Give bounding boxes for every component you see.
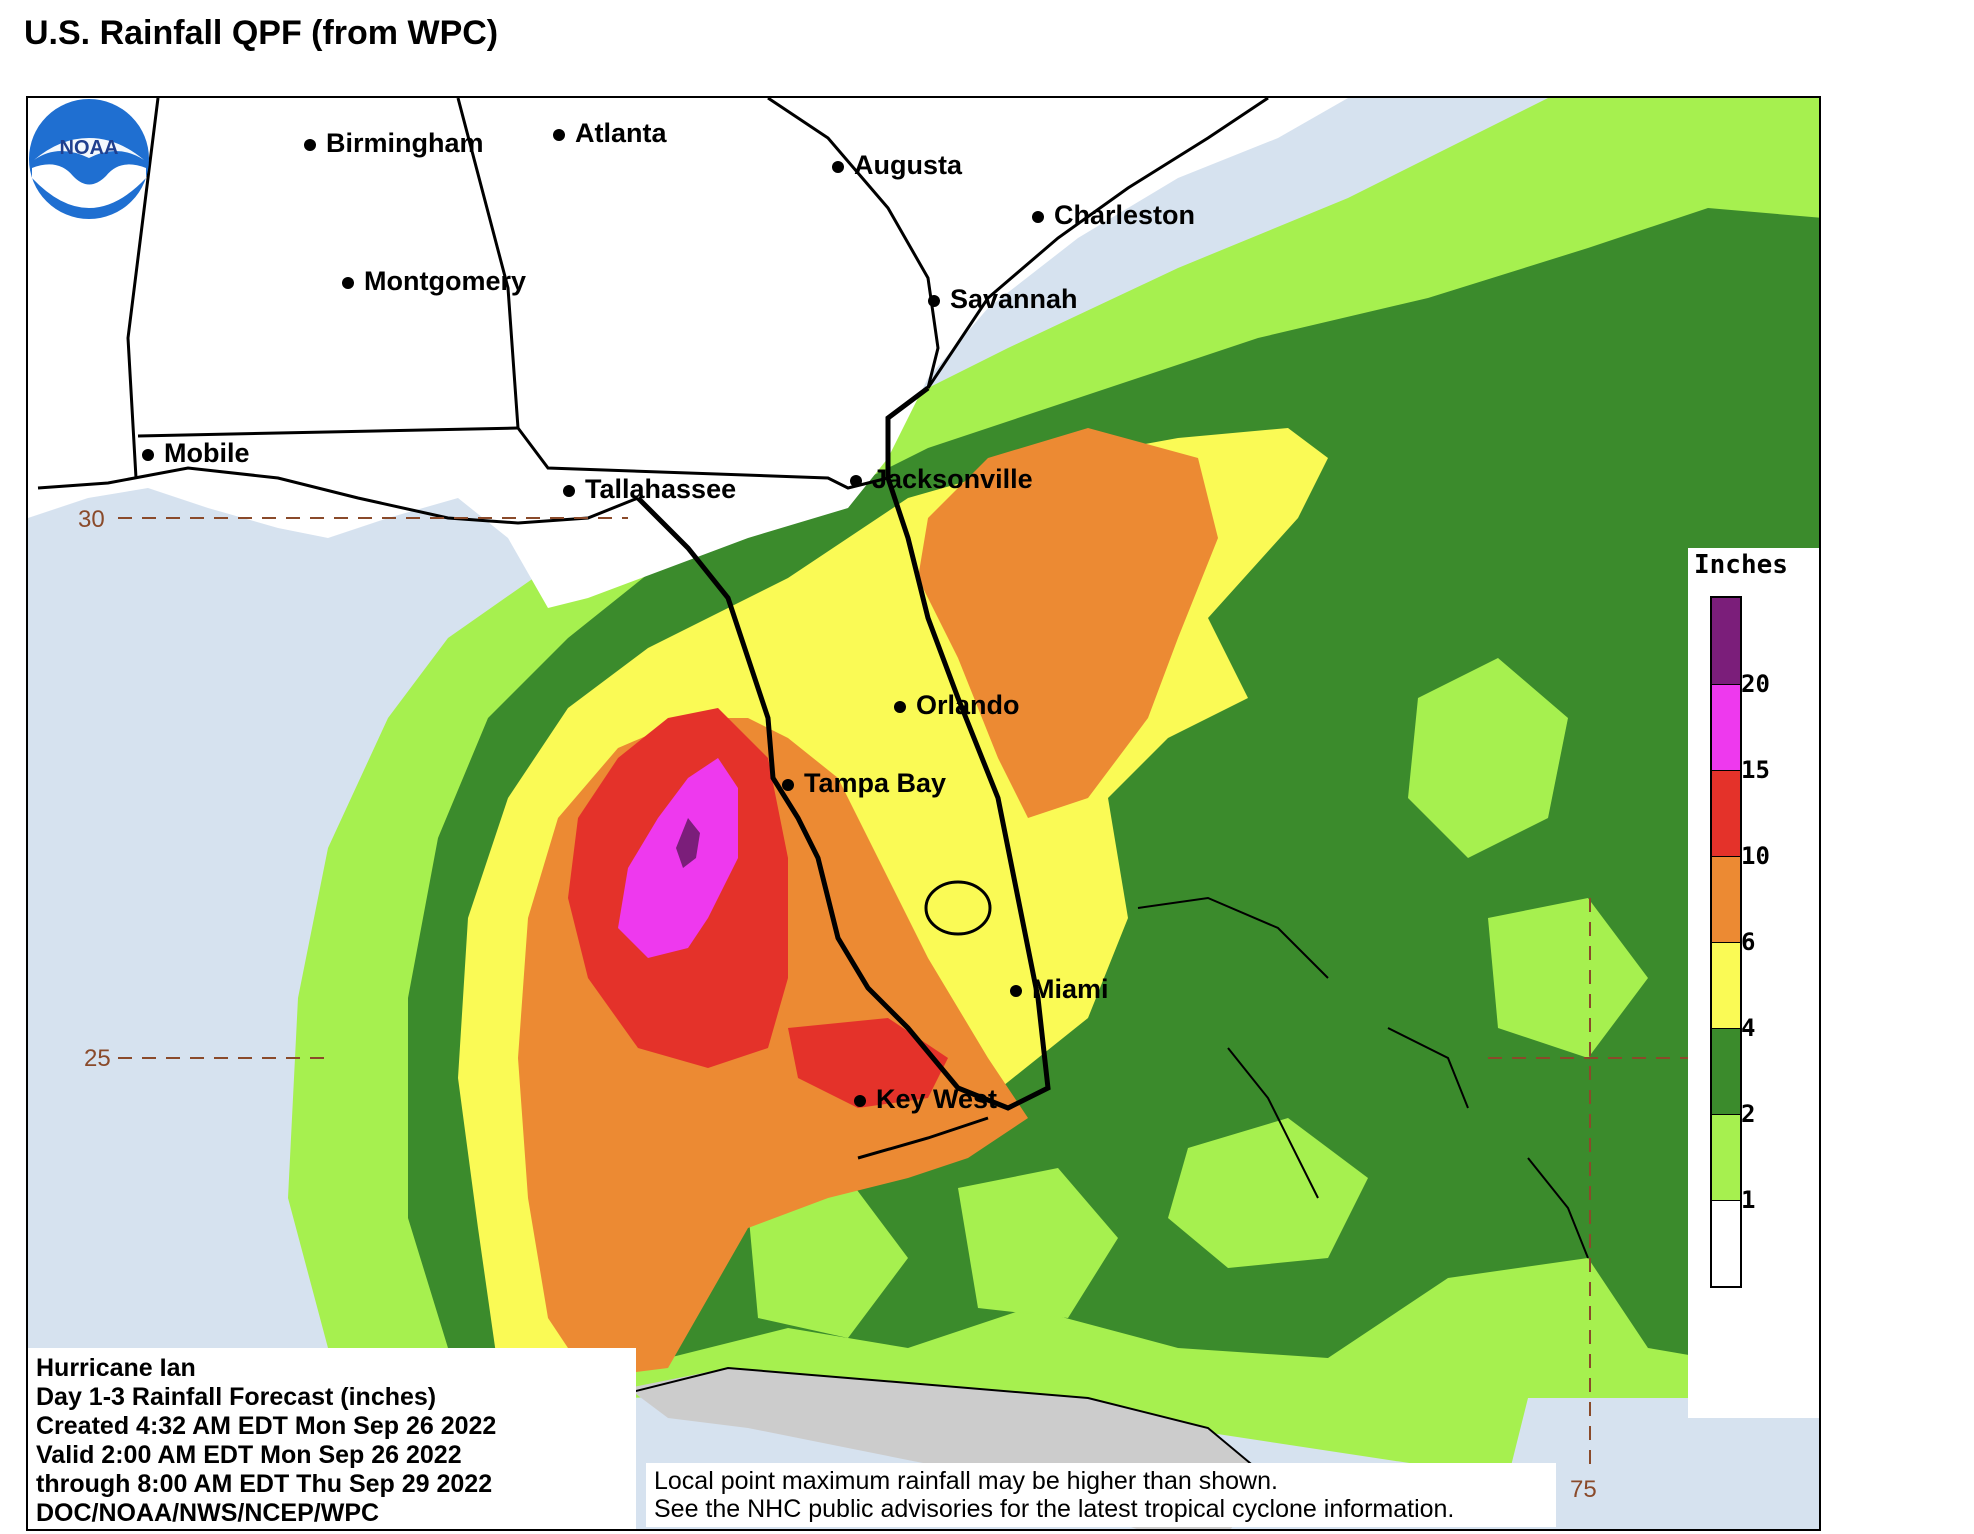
info-line: Created 4:32 AM EDT Mon Sep 26 2022 (36, 1412, 497, 1440)
rain-band-6-10 (918, 428, 1218, 818)
legend-tick-label: 2 (1741, 1100, 1756, 1128)
info-line: Day 1-3 Rainfall Forecast (inches) (36, 1383, 437, 1411)
city-dot (553, 128, 565, 141)
city-dot (832, 160, 844, 173)
city-montgomery: Montgomery (342, 266, 526, 297)
noaa-logo: NOAA (29, 99, 149, 219)
legend-swatch (1712, 1200, 1740, 1286)
disclaimer-line-1: Local point maximum rainfall may be high… (654, 1467, 1278, 1495)
city-tallahassee: Tallahassee (563, 474, 736, 505)
city-dot (850, 474, 862, 487)
info-line: Valid 2:00 AM EDT Mon Sep 26 2022 (36, 1441, 462, 1469)
legend: Inches 20 15 10 6 4 2 1 (1688, 548, 1819, 1418)
city-orlando: Orlando (894, 690, 1020, 721)
info-line: Hurricane Ian (36, 1354, 196, 1382)
city-mobile: Mobile (142, 438, 250, 469)
land-southeast-us (28, 98, 1348, 608)
legend-tick-label: 1 (1741, 1186, 1756, 1214)
city-dot (928, 294, 940, 307)
city-dot (1010, 984, 1022, 997)
legend-swatch (1712, 1028, 1740, 1114)
rainfall-map: 30 25 75 Birmingham Atlanta Augusta Char… (26, 96, 1821, 1531)
city-atlanta: Atlanta (553, 118, 667, 149)
city-jacksonville: Jacksonville (850, 464, 1033, 495)
legend-swatch (1712, 856, 1740, 942)
city-tampa-bay: Tampa Bay (782, 768, 946, 799)
city-key-west: Key West (854, 1084, 997, 1115)
florida-outline (636, 386, 1051, 1111)
city-dot (563, 484, 575, 497)
city-charleston: Charleston (1032, 200, 1195, 231)
lon-label-75: 75 (1570, 1476, 1597, 1503)
city-dot (342, 276, 354, 289)
disclaimer-box: Local point maximum rainfall may be high… (646, 1463, 1556, 1527)
rain-band-15-20 (618, 758, 738, 958)
page-title: U.S. Rainfall QPF (from WPC) (24, 14, 499, 52)
city-dot (894, 700, 906, 713)
legend-swatch (1712, 1114, 1740, 1200)
city-dot (854, 1094, 866, 1107)
map-canvas (28, 98, 1819, 1529)
legend-tick-label: 10 (1741, 842, 1770, 870)
city-dot (1032, 210, 1044, 223)
city-dot (782, 778, 794, 791)
city-savannah: Savannah (928, 284, 1078, 315)
legend-tick-label: 4 (1741, 1014, 1756, 1042)
legend-swatch (1712, 770, 1740, 856)
legend-tick-label: 20 (1741, 670, 1770, 698)
legend-swatch (1712, 598, 1740, 684)
legend-tick-label: 15 (1741, 756, 1770, 784)
lake-okeechobee (924, 880, 992, 936)
info-line: DOC/NOAA/NWS/NCEP/WPC (36, 1499, 380, 1527)
disclaimer-line-2: See the NHC public advisories for the la… (654, 1495, 1455, 1523)
legend-color-bar (1710, 596, 1742, 1288)
lat-label-25: 25 (84, 1045, 111, 1072)
legend-tick-label: 6 (1741, 928, 1756, 956)
rain-band-20-plus (676, 818, 700, 868)
city-augusta: Augusta (832, 150, 962, 181)
city-dot (304, 138, 316, 151)
info-line: through 8:00 AM EDT Thu Sep 29 2022 (36, 1470, 493, 1498)
lat-label-30: 30 (78, 506, 105, 533)
noaa-logo-text: NOAA (60, 137, 119, 159)
city-birmingham: Birmingham (304, 128, 484, 159)
legend-swatch (1712, 684, 1740, 770)
city-miami: Miami (1010, 974, 1109, 1005)
city-dot (142, 448, 154, 461)
forecast-info-box: Hurricane Ian Day 1-3 Rainfall Forecast … (28, 1348, 636, 1529)
legend-swatch (1712, 942, 1740, 1028)
legend-title: Inches (1694, 550, 1788, 580)
